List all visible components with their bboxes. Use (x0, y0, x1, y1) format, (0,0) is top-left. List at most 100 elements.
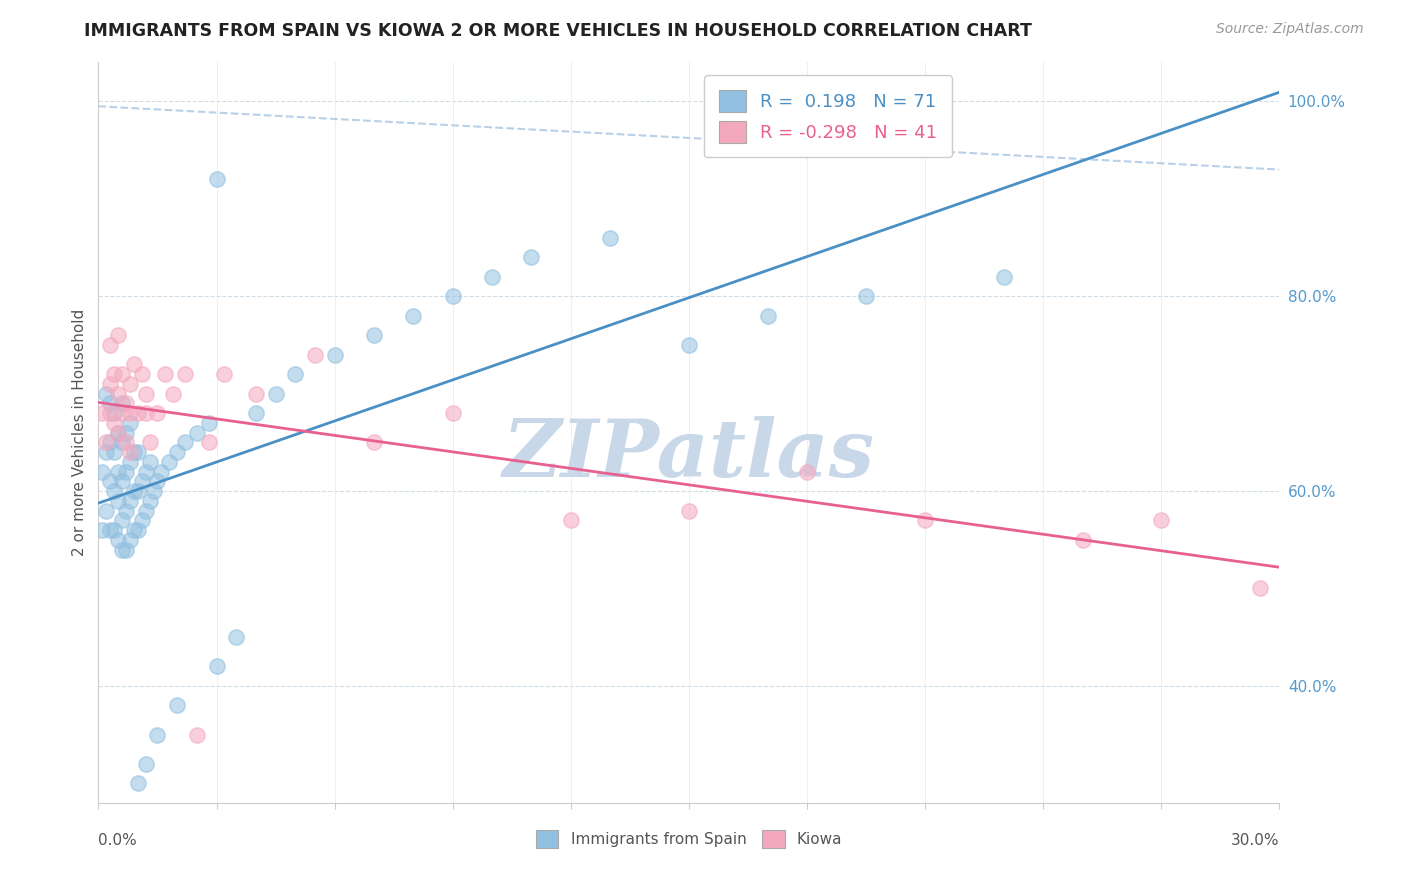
Point (107, 465, 129, 479)
Point (1071, 533, 1094, 547)
Point (96, 386, 118, 401)
Point (197, 435, 219, 450)
Point (118, 493, 141, 508)
Point (103, 445, 125, 459)
Point (111, 367, 134, 381)
Point (304, 348, 326, 362)
Point (127, 406, 149, 420)
Point (118, 376, 141, 391)
Point (135, 386, 157, 401)
Point (107, 533, 129, 547)
Point (111, 513, 134, 527)
Point (146, 475, 169, 489)
Point (98, 396, 121, 410)
Point (107, 493, 129, 508)
Point (150, 465, 173, 479)
Point (166, 445, 188, 459)
Point (225, 630, 247, 644)
Point (118, 416, 141, 430)
Point (127, 523, 149, 537)
Point (131, 475, 153, 489)
Point (115, 435, 138, 450)
Point (402, 309, 425, 323)
Point (135, 406, 157, 420)
Point (111, 396, 134, 410)
Point (103, 406, 125, 420)
Point (91, 406, 114, 420)
Point (98, 475, 121, 489)
Text: Source: ZipAtlas.com: Source: ZipAtlas.com (1216, 22, 1364, 37)
Point (111, 475, 134, 489)
Point (245, 386, 267, 401)
Point (107, 425, 129, 440)
Point (115, 425, 138, 440)
Point (127, 776, 149, 790)
Point (146, 728, 169, 742)
Point (98, 523, 121, 537)
Point (174, 435, 197, 450)
Point (122, 484, 145, 499)
Point (122, 445, 145, 459)
Point (115, 542, 138, 557)
Text: IMMIGRANTS FROM SPAIN VS KIOWA 2 OR MORE VEHICLES IN HOUSEHOLD CORRELATION CHART: IMMIGRANTS FROM SPAIN VS KIOWA 2 OR MORE… (84, 22, 1032, 40)
Point (127, 445, 149, 459)
Point (103, 484, 125, 499)
Point (103, 416, 125, 430)
Point (363, 435, 385, 450)
Point (146, 406, 169, 420)
Point (166, 698, 188, 713)
Point (264, 386, 287, 401)
Point (115, 465, 138, 479)
Point (520, 250, 543, 264)
Point (560, 513, 582, 527)
Point (111, 435, 134, 450)
Point (118, 533, 141, 547)
Point (205, 172, 228, 186)
Point (205, 659, 228, 673)
Point (103, 367, 125, 381)
Text: 0.0%: 0.0% (98, 833, 138, 848)
Point (115, 396, 138, 410)
Point (284, 367, 307, 381)
Point (186, 728, 208, 742)
Point (157, 455, 180, 469)
Legend: Immigrants from Spain, Kiowa: Immigrants from Spain, Kiowa (530, 823, 848, 855)
Point (91, 523, 114, 537)
Point (96, 503, 118, 517)
Y-axis label: 2 or more Vehicles in Household: 2 or more Vehicles in Household (72, 309, 87, 557)
Point (993, 269, 1015, 284)
Point (245, 406, 267, 420)
Point (103, 523, 125, 537)
Point (214, 367, 236, 381)
Point (323, 348, 346, 362)
Point (131, 367, 153, 381)
Point (481, 269, 503, 284)
Point (131, 513, 153, 527)
Point (135, 465, 157, 479)
Point (174, 367, 197, 381)
Point (127, 484, 149, 499)
Point (914, 513, 936, 527)
Point (142, 484, 165, 499)
Text: 30.0%: 30.0% (1232, 833, 1279, 848)
Point (197, 416, 219, 430)
Point (796, 465, 818, 479)
Point (115, 503, 138, 517)
Point (1150, 513, 1173, 527)
Point (98, 406, 121, 420)
Point (1249, 582, 1271, 596)
Point (155, 367, 177, 381)
Point (678, 503, 700, 517)
Point (186, 425, 208, 440)
Point (363, 328, 385, 343)
Point (107, 386, 129, 401)
Point (855, 289, 877, 303)
Point (111, 406, 134, 420)
Point (441, 406, 464, 420)
Point (138, 455, 160, 469)
Point (599, 231, 621, 245)
Point (98, 376, 121, 391)
Point (135, 503, 157, 517)
Point (96, 435, 118, 450)
Point (122, 523, 145, 537)
